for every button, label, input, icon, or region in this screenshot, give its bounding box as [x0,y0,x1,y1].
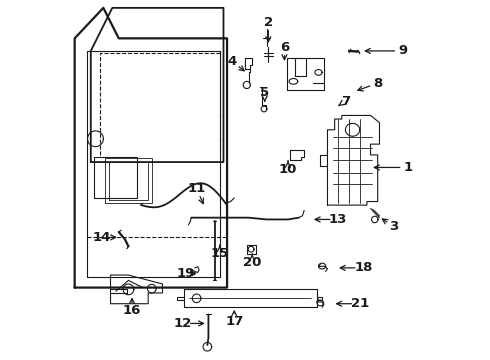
Text: 12: 12 [173,317,192,330]
Text: 4: 4 [228,55,237,68]
Text: 2: 2 [264,16,273,29]
Text: 10: 10 [279,163,297,176]
Text: 11: 11 [188,183,206,195]
Text: 15: 15 [211,247,229,260]
Text: 7: 7 [341,95,350,108]
Text: 13: 13 [329,213,347,226]
Text: 21: 21 [351,297,369,310]
Text: 16: 16 [123,305,141,318]
Text: 9: 9 [398,44,407,57]
Text: 19: 19 [177,267,195,280]
Text: 3: 3 [389,220,398,233]
Text: 6: 6 [280,41,289,54]
Text: 14: 14 [93,231,111,244]
Text: 17: 17 [225,315,244,328]
Text: 18: 18 [354,261,372,274]
Text: 5: 5 [260,86,270,99]
Text: 20: 20 [243,256,261,269]
Text: 1: 1 [404,161,413,174]
Text: 8: 8 [373,77,382,90]
